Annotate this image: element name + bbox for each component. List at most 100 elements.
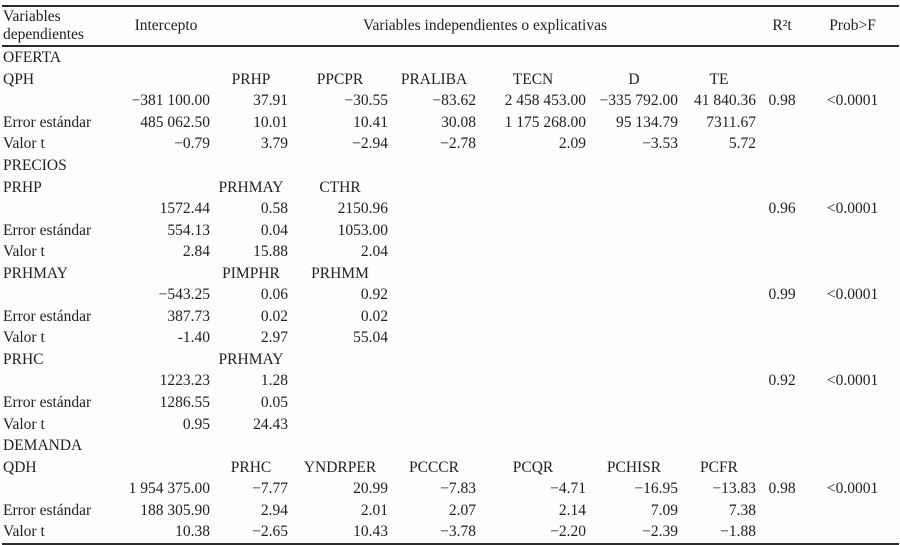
regressor-label: PRHMAY bbox=[218, 178, 284, 196]
intercept-tvalue: 0.95 bbox=[182, 415, 210, 433]
tvalue-row: Valor t 10.38 −2.65 10.43 −3.78 −2.20 −2.39 −1.… bbox=[2, 521, 899, 544]
stderr-value: 2.14 bbox=[558, 501, 586, 519]
coefficient-value: −7.83 bbox=[440, 480, 476, 498]
empty-cell bbox=[806, 456, 899, 478]
header-prob-f: Prob>F bbox=[806, 6, 900, 47]
regressor-label: YNDRPER bbox=[303, 458, 377, 476]
coefficient-value: 2150.96 bbox=[337, 200, 388, 218]
model-header-row: QDH PRHC YNDRPER PCCCR PCQR PCHISR PCFR bbox=[2, 456, 899, 478]
intercept-stderr: 1286.55 bbox=[159, 394, 210, 412]
empty-cell bbox=[680, 219, 758, 241]
empty-cell bbox=[806, 176, 899, 198]
coefficient-value: 37.91 bbox=[253, 92, 288, 110]
stderr-value: 10.41 bbox=[353, 113, 388, 131]
empty-cell bbox=[758, 413, 806, 435]
empty-cell bbox=[806, 521, 899, 544]
intercept-stderr: 188 305.90 bbox=[140, 501, 210, 519]
regressor-label: PRHMAY bbox=[218, 350, 284, 368]
coefficient-row: −543.25 0.06 0.92 0.99 <0.0001 bbox=[2, 284, 899, 306]
stderr-row-label: Error estándar bbox=[3, 221, 92, 239]
empty-cell bbox=[588, 392, 680, 414]
tvalue-value: 10.43 bbox=[353, 523, 388, 541]
empty-cell bbox=[290, 413, 390, 435]
prob-f-value: <0.0001 bbox=[826, 286, 879, 304]
empty-cell bbox=[120, 69, 212, 91]
stderr-row: Error estándar 1286.55 0.05 bbox=[2, 392, 899, 414]
intercept-tvalue: -1.40 bbox=[177, 329, 210, 347]
empty-cell bbox=[588, 370, 680, 392]
stderr-value: 10.01 bbox=[253, 113, 288, 131]
regressor-label: PIMPHR bbox=[222, 264, 280, 282]
tvalue-row: Valor t 2.84 15.88 2.04 bbox=[2, 241, 899, 263]
regressor-label: TE bbox=[709, 70, 729, 88]
coefficient-value: 0.58 bbox=[260, 200, 288, 218]
regressor-label: PRHP bbox=[231, 70, 271, 88]
prob-f-value: <0.0001 bbox=[826, 200, 879, 218]
table-header: Variables dependientes Intercepto Variab… bbox=[2, 6, 900, 47]
empty-cell bbox=[588, 198, 680, 220]
coefficient-value: −13.83 bbox=[712, 480, 757, 498]
r-squared-value: 0.92 bbox=[768, 372, 796, 390]
empty-cell bbox=[680, 349, 758, 371]
tvalue-value: 2.04 bbox=[360, 243, 388, 261]
empty-cell bbox=[2, 198, 120, 220]
empty-cell bbox=[806, 241, 899, 263]
coefficient-value: 0.06 bbox=[260, 286, 288, 304]
tvalue-row: Valor t -1.40 2.97 55.04 bbox=[2, 327, 899, 349]
empty-cell bbox=[680, 284, 758, 306]
empty-cell bbox=[806, 413, 899, 435]
tvalue-value: −3.53 bbox=[642, 135, 678, 153]
intercept-coefficient: 1572.44 bbox=[159, 200, 210, 218]
empty-cell bbox=[758, 327, 806, 349]
r-squared-value: 0.98 bbox=[768, 92, 796, 110]
empty-cell bbox=[390, 219, 478, 241]
empty-cell bbox=[390, 284, 478, 306]
prob-f-value: <0.0001 bbox=[826, 480, 879, 498]
empty-cell bbox=[758, 219, 806, 241]
empty-cell bbox=[390, 349, 478, 371]
tvalue-row-label: Valor t bbox=[3, 243, 45, 261]
r-squared-value: 0.98 bbox=[768, 480, 796, 498]
empty-cell bbox=[390, 306, 478, 328]
regressor-label: PRHC bbox=[230, 458, 272, 476]
header-variables-dependientes: Variables dependientes bbox=[2, 6, 120, 47]
regressor-label: PCFR bbox=[700, 458, 738, 476]
intercept-tvalue: 2.84 bbox=[182, 243, 210, 261]
tvalue-value: 5.72 bbox=[728, 135, 757, 153]
coefficient-row: 1572.44 0.58 2150.96 0.96 <0.0001 bbox=[2, 198, 899, 220]
tvalue-row-label: Valor t bbox=[3, 523, 45, 541]
tvalue-value: 15.88 bbox=[253, 243, 288, 261]
empty-cell bbox=[390, 413, 478, 435]
model-header-row: PRHC PRHMAY bbox=[2, 349, 899, 371]
empty-cell bbox=[680, 262, 758, 284]
tvalue-value: 55.04 bbox=[353, 329, 388, 347]
empty-cell bbox=[390, 370, 478, 392]
section-title: OFERTA bbox=[3, 49, 62, 67]
stderr-value: 0.04 bbox=[260, 221, 288, 239]
coefficient-value: −83.62 bbox=[432, 92, 476, 110]
section-row: OFERTA bbox=[2, 46, 899, 69]
stderr-value: 1053.00 bbox=[337, 221, 388, 239]
empty-cell bbox=[290, 392, 390, 414]
stderr-value: 95 134.79 bbox=[616, 113, 678, 131]
empty-cell bbox=[478, 176, 588, 198]
empty-cell bbox=[806, 219, 899, 241]
intercept-coefficient: 1223.23 bbox=[159, 372, 210, 390]
empty-cell bbox=[588, 219, 680, 241]
coefficient-value: 2 458 453.00 bbox=[504, 92, 586, 110]
stderr-value: 2.07 bbox=[448, 501, 476, 519]
model-header-row: PRHMAY PIMPHR PRHMM bbox=[2, 262, 899, 284]
intercept-coefficient: −543.25 bbox=[158, 286, 210, 304]
tvalue-row-label: Valor t bbox=[3, 415, 45, 433]
regressor-label: PRALIBA bbox=[400, 70, 468, 88]
coefficient-value: −30.55 bbox=[344, 92, 388, 110]
empty-cell bbox=[120, 262, 212, 284]
stderr-value: 2.94 bbox=[260, 501, 288, 519]
spacer-cell bbox=[120, 46, 899, 69]
section-title: PRECIOS bbox=[3, 157, 67, 174]
header-intercepto: Intercepto bbox=[120, 6, 212, 47]
empty-cell bbox=[806, 262, 899, 284]
coefficient-value: −335 792.00 bbox=[599, 92, 679, 110]
tvalue-row-label: Valor t bbox=[3, 135, 45, 153]
